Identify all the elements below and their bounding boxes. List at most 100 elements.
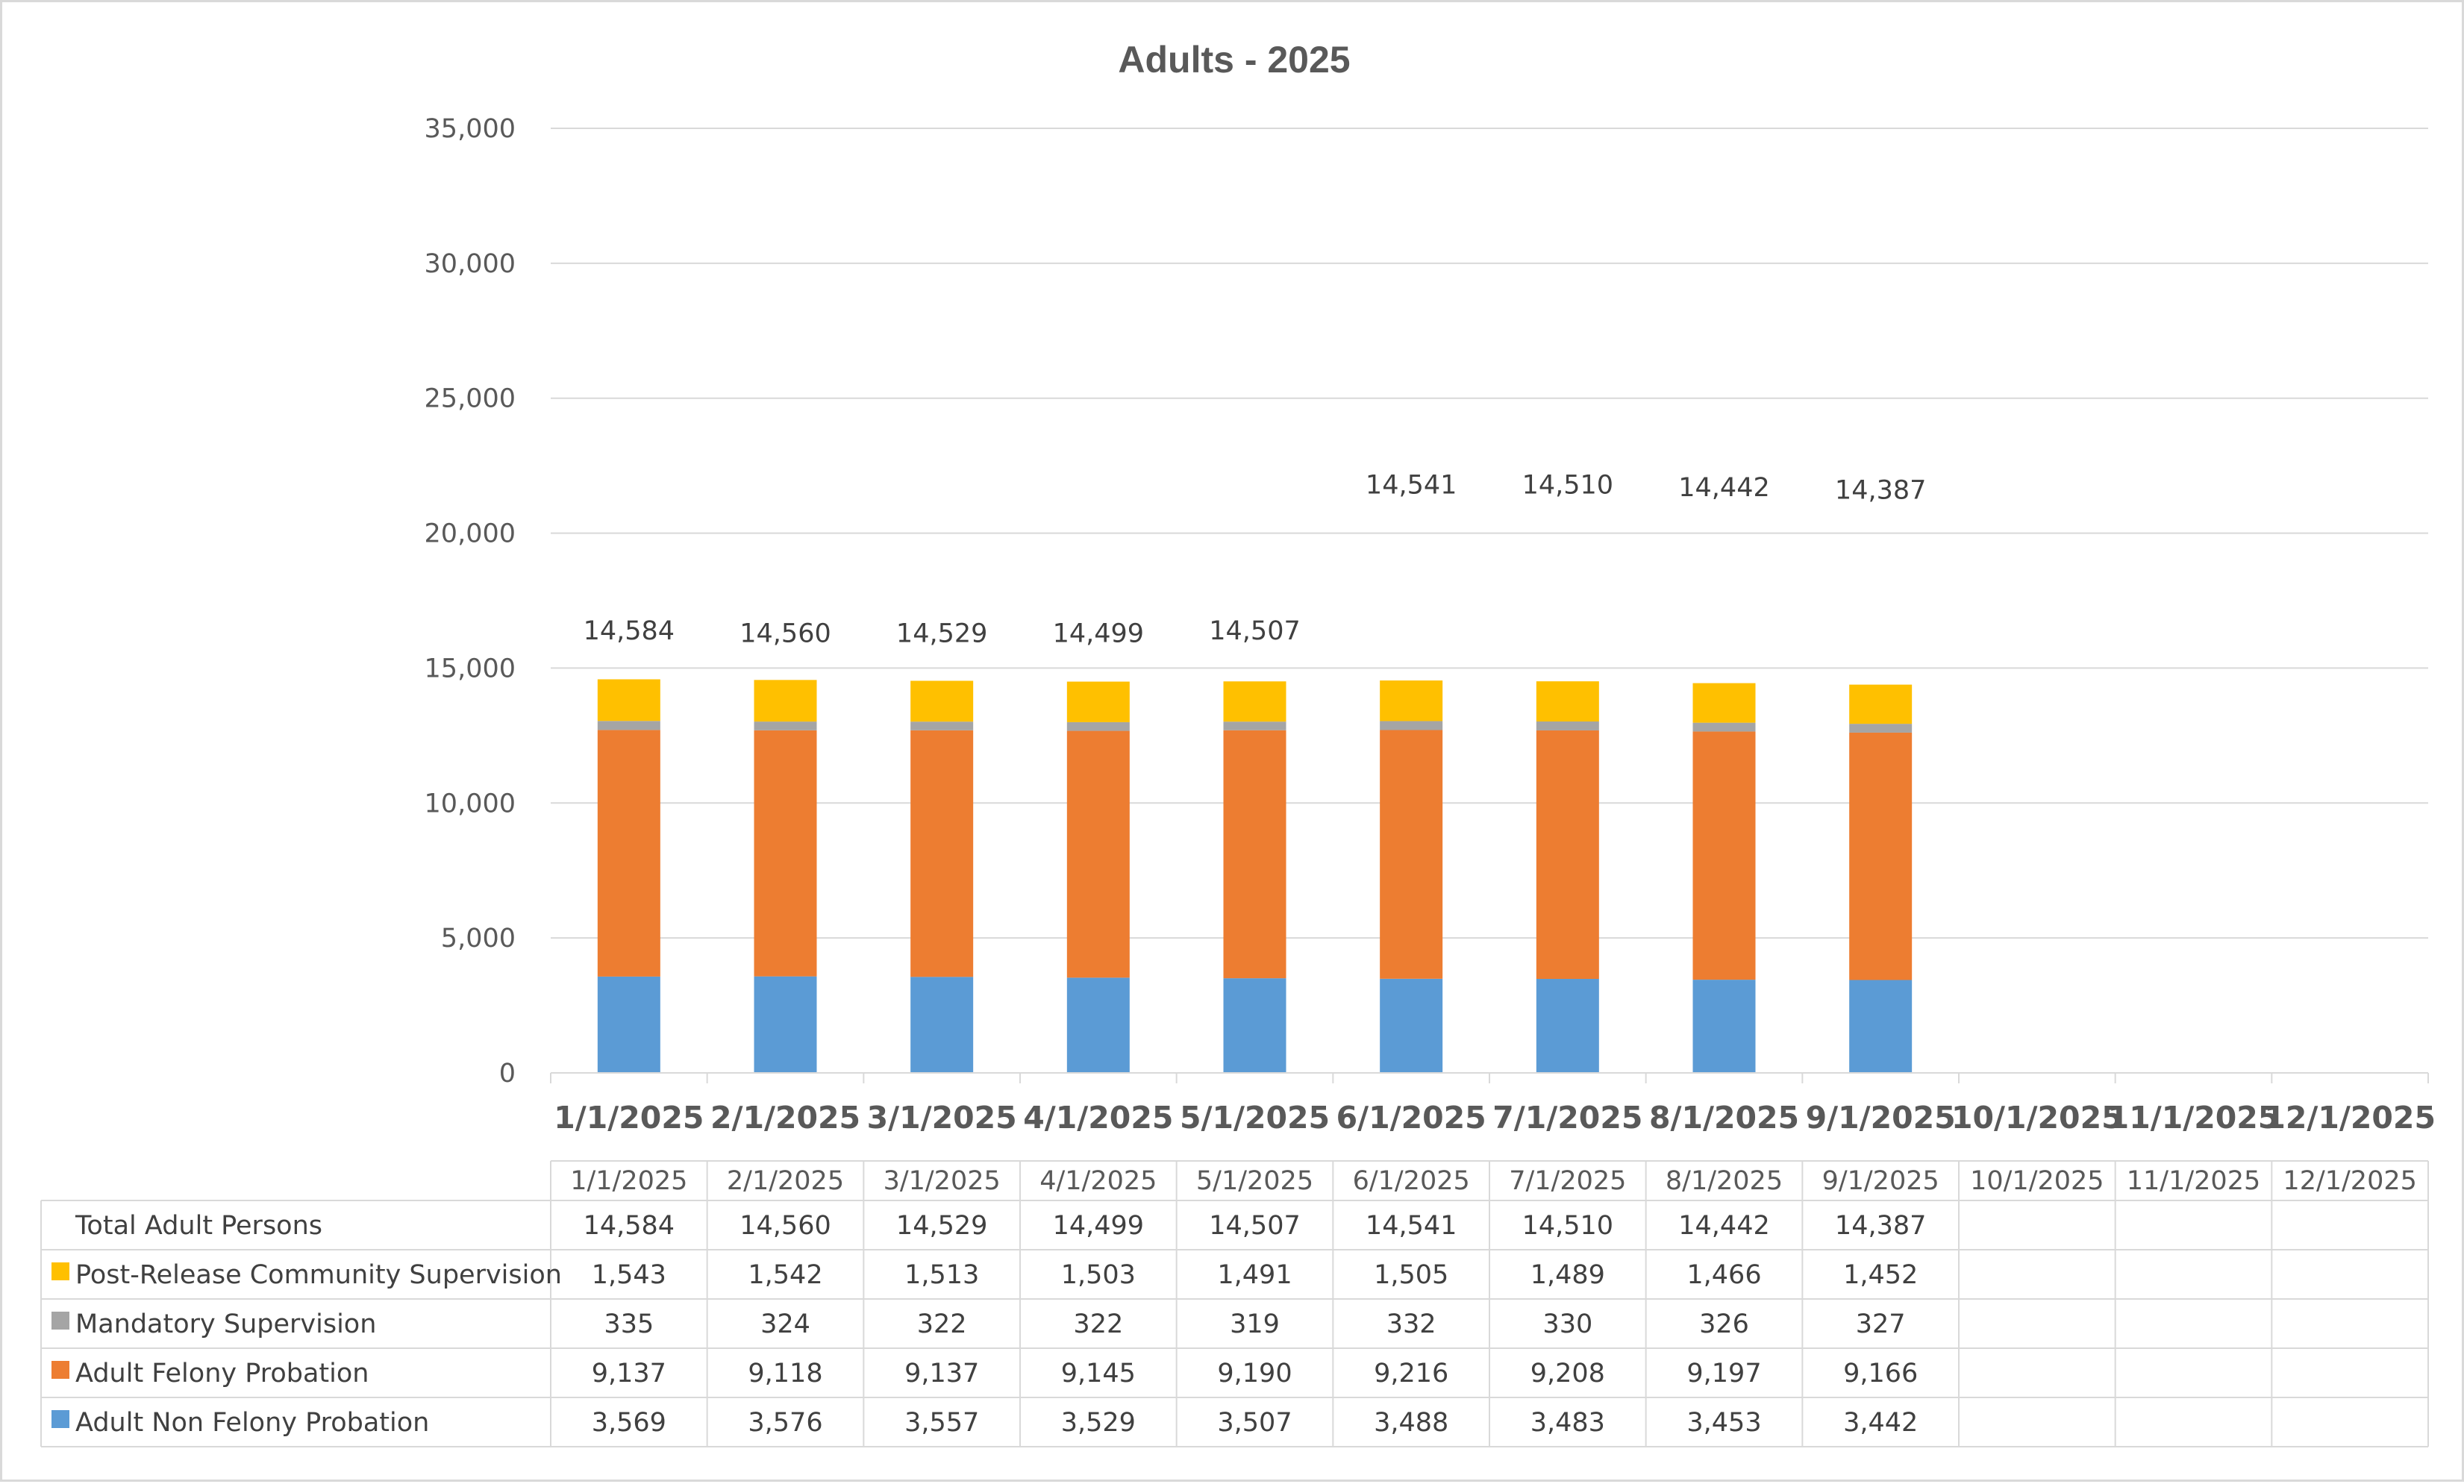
table-header-cell: 10/1/2025 <box>1970 1166 2104 1196</box>
table-header-cell: 5/1/2025 <box>1196 1166 1313 1196</box>
bar-segment <box>1536 979 1599 1073</box>
bar-segment <box>1536 721 1599 730</box>
y-tick-label: 15,000 <box>425 654 516 683</box>
x-category-label: 5/1/2025 <box>1180 1100 1330 1136</box>
y-tick-label: 5,000 <box>441 924 516 954</box>
bar-segment <box>754 730 817 977</box>
table-cell: 14,584 <box>584 1211 675 1241</box>
table-cell: 14,499 <box>1053 1211 1144 1241</box>
table-cell: 9,166 <box>1843 1359 1918 1388</box>
bar-segment <box>1849 724 1913 733</box>
bar-segment <box>1692 722 1756 732</box>
table-cell: 332 <box>1386 1309 1436 1339</box>
bar-segment <box>1380 680 1443 721</box>
bar-segment <box>1223 721 1286 730</box>
table-cell: 1,466 <box>1686 1260 1761 1290</box>
table-cell: 3,557 <box>904 1408 979 1438</box>
y-tick-label: 25,000 <box>425 384 516 414</box>
bar-segment <box>910 977 974 1073</box>
table-row-label: Adult Non Felony Probation <box>75 1408 429 1438</box>
bar-segment <box>1849 980 1913 1073</box>
table-cell: 3,488 <box>1374 1408 1448 1438</box>
x-category-label: 2/1/2025 <box>710 1100 860 1136</box>
table-cell: 326 <box>1699 1309 1749 1339</box>
x-category-label: 12/1/2025 <box>2264 1100 2436 1136</box>
table-cell: 324 <box>760 1309 810 1339</box>
chart-title: Adults - 2025 <box>1118 39 1350 81</box>
bar-segment <box>1692 731 1756 980</box>
table-cell: 322 <box>917 1309 967 1339</box>
y-tick-label: 0 <box>499 1059 516 1089</box>
data-table: 1/1/2025 2/1/2025 3/1/2025 4/1/2025 5/1/2025… <box>40 1160 2429 1447</box>
legend-key <box>51 1312 69 1330</box>
total-data-label: 14,584 <box>584 616 675 646</box>
table-cell: 319 <box>1230 1309 1280 1339</box>
table-cell: 9,137 <box>592 1359 666 1388</box>
x-category-label: 10/1/2025 <box>1951 1100 2123 1136</box>
bar-segment <box>910 721 974 730</box>
table-header-cell: 3/1/2025 <box>884 1166 1001 1196</box>
table-cell: 3,483 <box>1530 1408 1605 1438</box>
table-cell: 14,442 <box>1678 1211 1769 1241</box>
table-cell: 1,503 <box>1061 1260 1136 1290</box>
table-header-cell: 9/1/2025 <box>1822 1166 1939 1196</box>
table-cell: 3,569 <box>592 1408 666 1438</box>
total-data-label: 14,387 <box>1835 476 1926 506</box>
legend-key <box>51 1262 69 1280</box>
table-cell: 9,197 <box>1686 1359 1761 1388</box>
bar-segment <box>1692 683 1756 723</box>
legend-key <box>51 1410 69 1428</box>
bar-segment <box>1223 681 1286 722</box>
x-axis: 1/1/2025 2/1/2025 3/1/2025 4/1/2025 5/1/2025… <box>550 1072 2436 1136</box>
table-cell: 1,491 <box>1217 1260 1292 1290</box>
table-cell: 14,507 <box>1209 1211 1300 1241</box>
y-tick-label: 35,000 <box>425 114 516 144</box>
table-cell: 1,543 <box>592 1260 666 1290</box>
table-cell: 1,505 <box>1374 1260 1448 1290</box>
bar-segment <box>597 721 660 730</box>
table-header-cell: 4/1/2025 <box>1039 1166 1157 1196</box>
table-header-cell: 12/1/2025 <box>2283 1166 2416 1196</box>
table-cell: 14,510 <box>1522 1211 1613 1241</box>
table-cell: 1,489 <box>1530 1260 1605 1290</box>
table-header-cell: 2/1/2025 <box>727 1166 844 1196</box>
bar-segment <box>1692 980 1756 1073</box>
table-cell: 14,529 <box>896 1211 987 1241</box>
bar-segment <box>754 976 817 1073</box>
x-category-label: 3/1/2025 <box>867 1100 1017 1136</box>
total-data-label: 14,442 <box>1678 473 1769 503</box>
bar-segment <box>1066 730 1130 978</box>
x-category-label: 7/1/2025 <box>1492 1100 1642 1136</box>
y-tick-label: 10,000 <box>425 789 516 818</box>
bar-segment <box>597 976 660 1073</box>
y-tick-label: 30,000 <box>425 249 516 279</box>
table-cell: 327 <box>1856 1309 1906 1339</box>
table-cell: 1,513 <box>904 1260 979 1290</box>
x-category-label: 8/1/2025 <box>1649 1100 1799 1136</box>
table-cell: 3,529 <box>1061 1408 1136 1438</box>
total-data-label: 14,529 <box>896 619 987 648</box>
table-cell: 9,145 <box>1061 1359 1136 1388</box>
bar-segment <box>1223 730 1286 979</box>
bar-segment <box>1380 978 1443 1073</box>
bar-segment <box>1536 681 1599 722</box>
bars <box>597 679 1913 1073</box>
bar-segment <box>1066 721 1130 731</box>
table-row-label: Adult Felony Probation <box>75 1359 369 1388</box>
table-cell: 14,560 <box>739 1211 831 1241</box>
table-header-cell: 1/1/2025 <box>570 1166 687 1196</box>
x-category-label: 1/1/2025 <box>554 1100 704 1136</box>
bar-segment <box>597 679 660 721</box>
table-cell: 9,190 <box>1217 1359 1292 1388</box>
x-category-label: 4/1/2025 <box>1023 1100 1173 1136</box>
total-data-label: 14,541 <box>1366 470 1457 500</box>
bar-segment <box>1849 684 1913 724</box>
bar-segment <box>1849 732 1913 980</box>
bar-segment <box>910 730 974 977</box>
total-labels: 14,584 14,560 14,529 14,499 14,507 14,541 14,5… <box>584 470 1927 648</box>
y-tick-label: 20,000 <box>425 519 516 549</box>
total-data-label: 14,499 <box>1053 619 1144 648</box>
table-cell: 1,542 <box>748 1260 822 1290</box>
total-data-label: 14,507 <box>1209 616 1300 646</box>
